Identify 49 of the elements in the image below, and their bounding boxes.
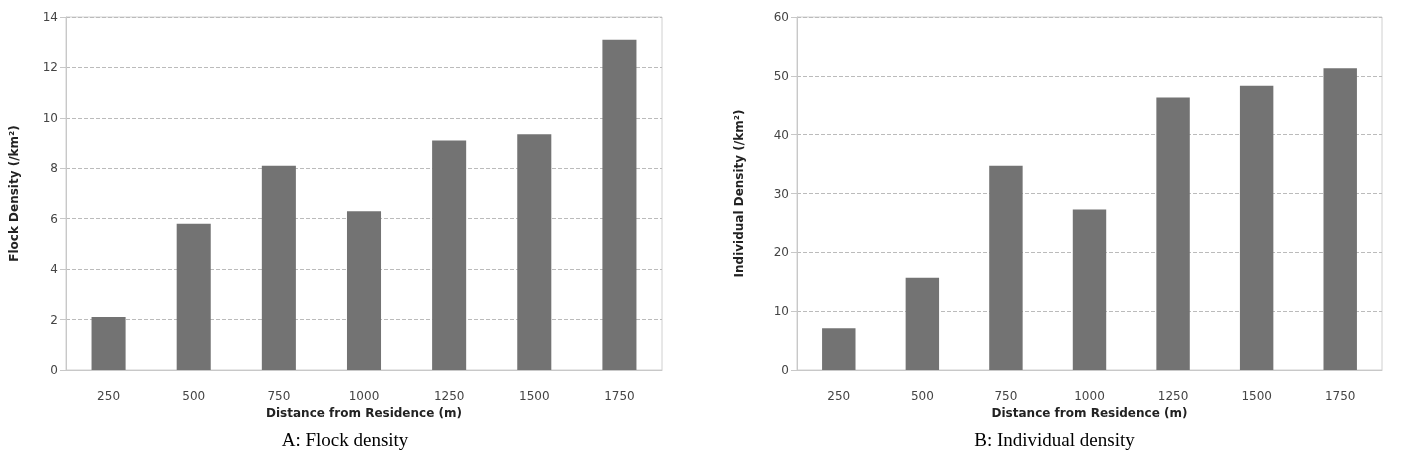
bar [261, 165, 296, 370]
y-tick-label: 4 [50, 262, 58, 277]
x-tick-label: 750 [267, 389, 291, 403]
bar [346, 211, 382, 370]
text: A: Flock density [281, 429, 409, 450]
bar [602, 39, 637, 370]
y-axis-title: Flock Density (/km²) [7, 125, 21, 262]
x-tick-label: 500 [910, 389, 934, 403]
y-axis-title: Individual Density (/km²) [732, 109, 746, 278]
x-tick-label: 1500 [519, 389, 550, 403]
y-tick-label: 6 [50, 211, 58, 226]
y-tick-label: 0 [781, 363, 789, 377]
y-tick-label: 40 [773, 127, 789, 142]
y-tick-label: 10 [42, 110, 58, 125]
x-tick-label: 1250 [1157, 389, 1189, 403]
y-tick-label: 2 [50, 312, 58, 327]
bar [1156, 97, 1190, 370]
y-tick-label: 60 [773, 10, 789, 24]
bar [1072, 209, 1107, 370]
x-axis-title: Distance from Residence (m) [991, 405, 1188, 420]
bar [905, 277, 940, 370]
bar [176, 223, 211, 370]
x-tick-label: 1500 [1241, 389, 1272, 403]
x-axis-title: Distance from Residence (m) [266, 405, 462, 420]
x-tick-label: 1000 [1074, 389, 1105, 403]
y-tick-label: 12 [42, 60, 58, 75]
x-tick-label: 1750 [1324, 389, 1356, 403]
bar [91, 317, 126, 370]
x-tick-label: 1250 [433, 389, 465, 403]
bar [989, 165, 1023, 370]
y-tick-label: 0 [50, 363, 58, 377]
bar [517, 134, 552, 370]
x-tick-label: 250 [827, 389, 851, 403]
x-tick-label: 750 [994, 389, 1018, 403]
x-tick-label: 1750 [604, 389, 635, 403]
bar [1239, 85, 1274, 370]
bar [822, 328, 856, 370]
x-tick-label: 500 [182, 389, 206, 403]
y-tick-label: 10 [773, 304, 789, 319]
bar [1323, 68, 1357, 370]
y-tick-label: 8 [50, 161, 58, 176]
bar [432, 140, 467, 370]
text: B: Individual density [974, 429, 1136, 450]
y-tick-label: 20 [773, 245, 789, 260]
y-tick-label: 30 [773, 186, 789, 201]
x-tick-label: 250 [97, 389, 121, 403]
y-tick-label: 50 [773, 68, 789, 83]
y-tick-label: 14 [42, 10, 58, 24]
x-tick-label: 1000 [348, 389, 380, 403]
